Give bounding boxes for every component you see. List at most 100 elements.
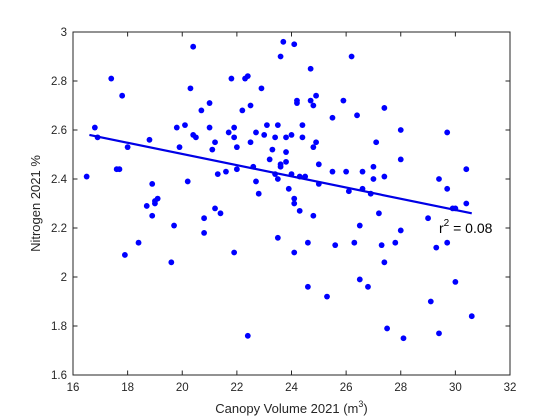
- data-point: [91, 124, 98, 131]
- data-point: [348, 53, 355, 60]
- data-point: [239, 107, 246, 114]
- data-point: [247, 102, 254, 109]
- data-point: [294, 100, 300, 106]
- data-point: [299, 122, 306, 128]
- data-point: [359, 168, 366, 175]
- data-point: [108, 75, 115, 82]
- data-point: [376, 210, 382, 217]
- x-tick-label: 32: [504, 382, 517, 394]
- data-point: [463, 200, 470, 207]
- data-point: [373, 139, 380, 146]
- data-point: [212, 205, 218, 212]
- data-point: [280, 38, 287, 45]
- x-tick-label: 30: [449, 382, 462, 394]
- axis-ticks: 16 18 20 22 24 26 28 30 32 1.6 1.8 2 2.2 2.4 2.6 2.8 3: [51, 27, 516, 394]
- data-point: [168, 259, 175, 266]
- x-tick-label: 24: [285, 382, 298, 394]
- data-point: [351, 239, 358, 246]
- data-point: [370, 163, 377, 170]
- y-tick-label: 2.2: [51, 223, 67, 235]
- data-point: [201, 215, 208, 222]
- data-point: [310, 144, 317, 151]
- data-point: [356, 222, 363, 229]
- data-point: [436, 330, 442, 337]
- data-point: [277, 163, 284, 170]
- data-point: [291, 195, 298, 202]
- data-point: [288, 132, 295, 138]
- x-tick-label: 16: [67, 382, 80, 394]
- data-point: [231, 124, 238, 131]
- data-point: [444, 185, 451, 192]
- data-point: [201, 230, 208, 236]
- data-point: [400, 335, 407, 342]
- x-tick-label: 22: [230, 382, 243, 394]
- data-point: [381, 173, 388, 180]
- data-point: [313, 139, 319, 146]
- y-axis-title: Nitrogen 2021 %: [28, 155, 43, 252]
- data-point: [176, 144, 183, 151]
- data-point: [436, 176, 442, 182]
- y-tick-label: 2.6: [51, 125, 67, 137]
- data-point: [231, 249, 238, 256]
- data-point: [228, 75, 235, 82]
- x-tick-label: 26: [340, 382, 353, 394]
- data-point: [304, 283, 311, 290]
- data-point: [444, 239, 451, 246]
- data-point: [324, 293, 330, 300]
- data-point: [190, 43, 197, 50]
- data-point: [206, 100, 213, 106]
- y-tick-label: 2: [61, 272, 67, 284]
- data-point: [285, 185, 292, 192]
- x-tick-label: 18: [121, 382, 134, 394]
- data-point: [149, 181, 156, 187]
- data-point: [378, 242, 385, 249]
- data-point: [231, 134, 238, 141]
- data-point: [307, 65, 314, 72]
- y-tick-label: 2.8: [51, 76, 67, 88]
- data-point: [356, 276, 363, 283]
- data-point: [365, 283, 371, 290]
- data-point: [217, 210, 224, 217]
- data-point: [187, 85, 194, 92]
- data-point: [193, 134, 199, 141]
- data-point: [277, 53, 284, 60]
- data-point: [427, 298, 434, 305]
- x-tick-label: 20: [176, 382, 189, 394]
- data-point: [274, 176, 281, 182]
- data-point: [272, 134, 279, 141]
- data-point: [343, 168, 350, 175]
- data-point: [468, 313, 475, 320]
- data-point: [154, 195, 161, 202]
- data-point: [381, 259, 388, 266]
- data-point: [269, 146, 276, 153]
- data-point: [149, 212, 156, 219]
- data-point: [345, 188, 352, 195]
- data-point: [198, 107, 205, 114]
- y-tick-label: 2.4: [51, 174, 68, 186]
- data-point: [452, 279, 459, 285]
- data-point: [247, 139, 254, 146]
- data-point: [370, 176, 377, 182]
- data-point: [283, 149, 289, 155]
- data-point: [124, 144, 131, 151]
- data-points: [83, 38, 475, 342]
- data-point: [146, 136, 153, 143]
- data-point: [253, 129, 259, 136]
- data-point: [329, 168, 336, 175]
- data-point: [315, 161, 322, 168]
- data-point: [310, 102, 317, 109]
- data-point: [258, 85, 265, 92]
- data-point: [171, 222, 177, 229]
- data-point: [135, 239, 142, 246]
- data-point: [225, 129, 232, 136]
- data-point: [182, 122, 188, 128]
- data-point: [119, 92, 126, 99]
- data-point: [313, 92, 319, 99]
- data-point: [184, 178, 191, 185]
- y-tick-label: 1.8: [51, 321, 67, 333]
- data-point: [233, 144, 240, 151]
- data-point: [244, 332, 251, 339]
- data-point: [83, 173, 90, 180]
- data-point: [299, 134, 306, 141]
